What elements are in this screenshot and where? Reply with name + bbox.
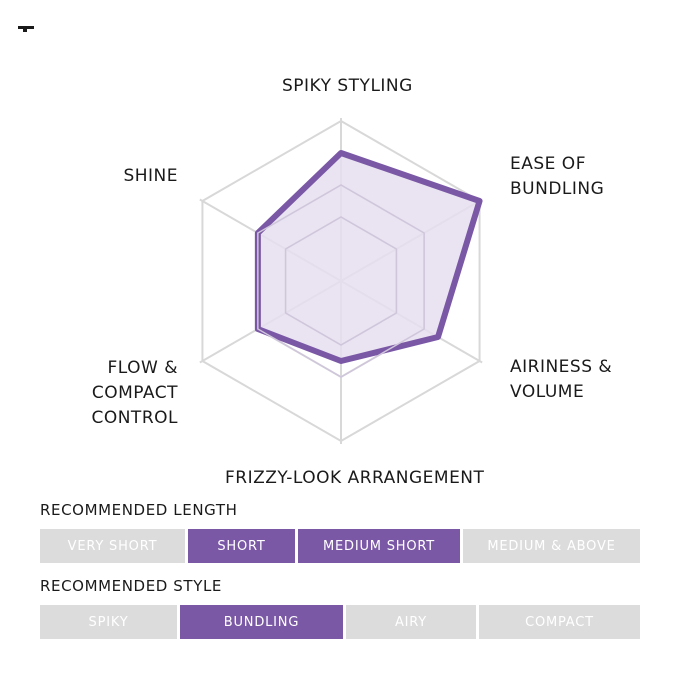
option-spiky: SPIKY [40,605,177,639]
axis-label-spiky-styling: SPIKY STYLING [282,76,413,96]
radar-chart [199,118,483,444]
grid-ring-overlay-3 [257,184,425,378]
corner-logo-mark [18,26,34,32]
recommended-style-title: RECOMMENDED STYLE [40,577,222,595]
axis-label-ease-of-bundling: EASE OF BUNDLING [510,154,605,199]
recommended-length-title: RECOMMENDED LENGTH [40,501,238,519]
option-very-short: VERY SHORT [40,529,185,563]
radar-series [254,150,483,378]
recommended-length-bar: VERY SHORT SHORT MEDIUM SHORT MEDIUM & ABOV… [40,529,640,563]
option-medium-above: MEDIUM & ABOVE [463,529,640,563]
option-bundling: BUNDLING [180,605,343,639]
option-medium-short: MEDIUM SHORT [298,529,460,563]
axis-label-shine: SHINE [123,166,178,186]
recommended-style-bar: SPIKY BUNDLING AIRY COMPACT [40,605,640,639]
axis-label-airiness-volume: AIRINESS & VOLUME [510,357,613,402]
axis-label-flow-compact-control: FLOW & COMPACT CONTROL [91,358,178,428]
option-compact: COMPACT [479,605,640,639]
option-short: SHORT [188,529,295,563]
axis-label-frizzy-look-arrangement: FRIZZY-LOOK ARRANGEMENT [225,468,485,488]
option-airy: AIRY [346,605,476,639]
grid-ring-overlay-2 [284,216,398,346]
